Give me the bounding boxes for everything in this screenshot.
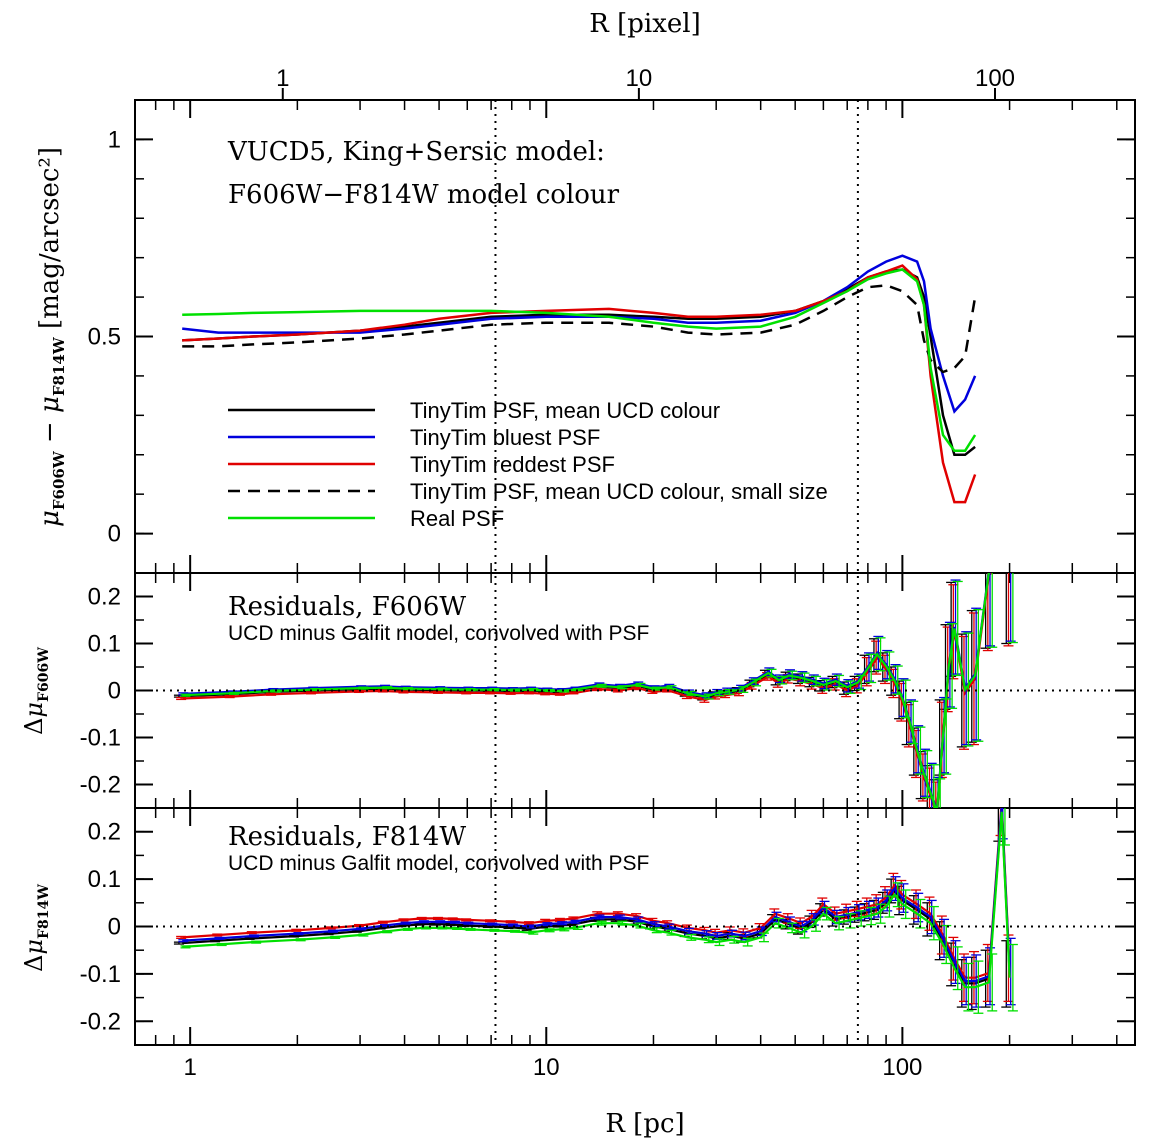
y-tick-label: 0.2 — [88, 584, 121, 611]
colour-ylabel-minus: − — [35, 413, 65, 451]
y-tick-label: -0.1 — [80, 961, 121, 988]
y-tick-label: 0.5 — [88, 324, 121, 351]
colour-ylabel-mu2: μ — [35, 396, 65, 413]
chart-marks: 1 10 100 1 10 100 0 0.5 1 -0.2 -0.1 0 0.1 0.2 -0.2 -0.1… — [80, 65, 1135, 1081]
y-tick-label: 0.1 — [88, 631, 121, 658]
res606-subtitle: UCD minus Galfit model, convolved with P… — [228, 622, 649, 645]
res606-ylabel: ΔμF606W — [20, 647, 52, 735]
bottom-tick-label: 10 — [533, 1054, 560, 1081]
top-tick-label: 100 — [975, 65, 1015, 92]
svg-text:μF606W − μF814W [mag/arcsec²]: μF606W − μF814W [mag/arcsec²] — [35, 147, 68, 527]
bottom-tick-label: 1 — [183, 1054, 196, 1081]
top-tick-label: 10 — [626, 65, 653, 92]
res814-title: Residuals, F814W — [228, 822, 466, 852]
colour-ylabel-mu1: μ — [35, 510, 65, 527]
y-tick-label: 0.2 — [88, 819, 121, 846]
legend-label: TinyTim reddest PSF — [410, 452, 615, 477]
bottom-tick-label: 100 — [882, 1054, 922, 1081]
colour-ylabel: μF606W − μF814W [mag/arcsec²] — [35, 147, 68, 527]
y-tick-label: -0.2 — [80, 1008, 121, 1035]
res606-title: Residuals, F606W — [228, 592, 466, 622]
colour-ylabel-unit: [mag/arcsec²] — [35, 147, 65, 337]
y-tick-label: 0 — [108, 678, 121, 705]
svg-text:ΔμF814W: ΔμF814W — [20, 884, 52, 972]
colour-title-line2: F606W−F814W model colour — [228, 180, 620, 210]
res814-ylabel: ΔμF814W — [20, 884, 52, 972]
legend-label: Real PSF — [410, 506, 504, 531]
colour-title-line1: VUCD5, King+Sersic model: — [227, 137, 605, 167]
y-tick-label: 0 — [108, 521, 121, 548]
legend-label: TinyTim bluest PSF — [410, 425, 600, 450]
panel-res606: Residuals, F606W UCD minus Galfit model,… — [20, 592, 649, 735]
top-axis-label: R [pixel] — [589, 9, 700, 39]
colour-ylabel-sub1: F606W — [50, 450, 68, 510]
legend-label: TinyTim PSF, mean UCD colour — [410, 398, 720, 423]
y-tick-label: -0.1 — [80, 725, 121, 752]
panel-series-group — [174, 453, 1018, 848]
res814-subtitle: UCD minus Galfit model, convolved with P… — [228, 852, 649, 875]
svg-text:ΔμF606W: ΔμF606W — [20, 647, 52, 735]
y-tick-label: 0 — [108, 914, 121, 941]
colour-ylabel-sub2: F814W — [50, 336, 68, 396]
y-tick-label: 0.1 — [88, 866, 121, 893]
bottom-axis-label: R [pc] — [605, 1109, 684, 1139]
series-line — [182, 270, 975, 451]
panel-series-group — [174, 769, 1018, 1013]
top-tick-label: 1 — [276, 65, 289, 92]
y-tick-label: -0.2 — [80, 772, 121, 799]
legend-label: TinyTim PSF, mean UCD colour, small size — [410, 479, 828, 504]
series-line — [182, 285, 975, 372]
y-tick-label: 1 — [108, 126, 121, 153]
